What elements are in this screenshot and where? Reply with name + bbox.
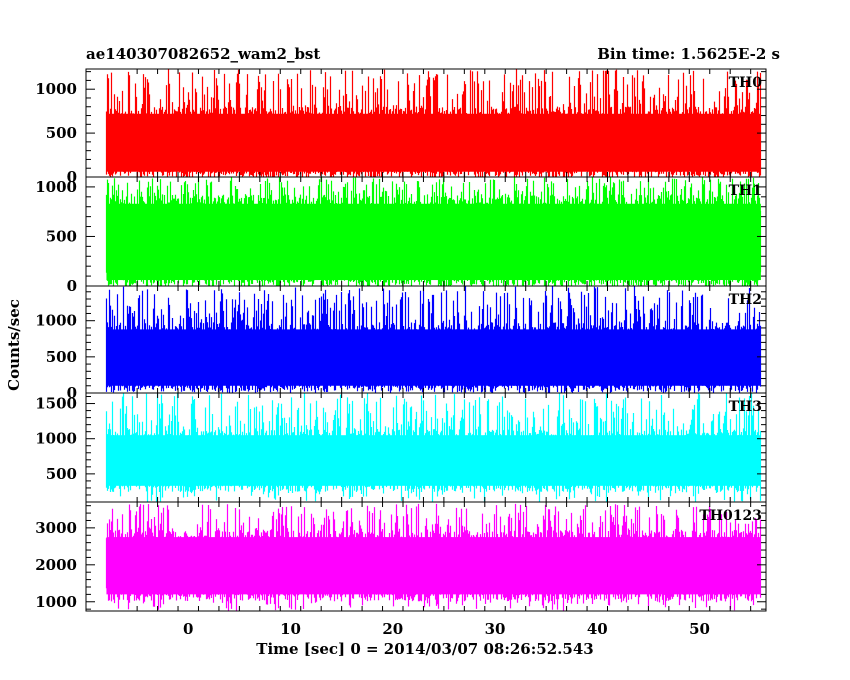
series-line	[105, 286, 762, 393]
x-tick-label: 40	[587, 620, 608, 638]
x-tick-label: 50	[689, 620, 710, 638]
x-axis: 0 10 20 30 40 50	[183, 620, 710, 638]
y-tick-label: 1000	[35, 312, 77, 330]
panel-th1: 0 500 1000 TH1	[35, 176, 767, 295]
y-tick-label: 500	[46, 465, 77, 483]
y-tick-label: 1000	[35, 80, 77, 98]
x-tick-label: 0	[183, 620, 193, 638]
panel-label: TH2	[729, 292, 762, 308]
y-axis-label: Counts/sec	[5, 299, 23, 391]
bin-time-label: Bin time: 1.5625E-2 s	[597, 45, 780, 63]
panel-th2: 0 500 1000 TH2	[35, 285, 767, 402]
panel-label: TH0	[729, 75, 763, 91]
y-tick-label: 0	[67, 277, 77, 295]
panel-label: TH1	[729, 183, 762, 199]
series-line	[105, 393, 762, 502]
y-tick-label: 500	[46, 348, 77, 366]
y-tick-label: 1000	[35, 593, 77, 611]
y-tick-label: 3000	[35, 519, 77, 537]
y-tick-label: 0	[67, 384, 77, 402]
y-tick-label: 500	[46, 124, 77, 142]
series-line	[105, 503, 762, 611]
x-tick-label: 10	[280, 620, 301, 638]
x-axis-label: Time [sec] 0 = 2014/03/07 08:26:52.543	[256, 640, 593, 658]
x-tick-label: 20	[382, 620, 403, 638]
panels: 0 500 1000 TH0 0 500 1000 TH1 0 500 1000 TH2 500 1000…	[35, 68, 767, 612]
y-tick-label: 500	[46, 227, 77, 245]
y-tick-label: 2000	[35, 556, 77, 574]
x-tick-label: 30	[485, 620, 506, 638]
y-tick-label: 0	[67, 168, 77, 186]
panel-th3: 500 1000 1500 TH3	[35, 392, 767, 503]
panel-label: TH3	[729, 399, 762, 415]
chart-title: ae140307082652_wam2_bst	[86, 45, 320, 63]
y-tick-label: 1500	[35, 395, 77, 413]
panel-label: TH0123	[699, 508, 762, 524]
y-tick-label: 1000	[35, 178, 77, 196]
y-tick-label: 1000	[35, 430, 77, 448]
panel-th0: 0 500 1000 TH0	[35, 68, 767, 186]
panel-th0123: 1000 2000 3000 TH0123	[35, 501, 767, 612]
series-line	[105, 69, 762, 177]
panel-frame	[85, 501, 767, 612]
series-line	[105, 177, 762, 286]
